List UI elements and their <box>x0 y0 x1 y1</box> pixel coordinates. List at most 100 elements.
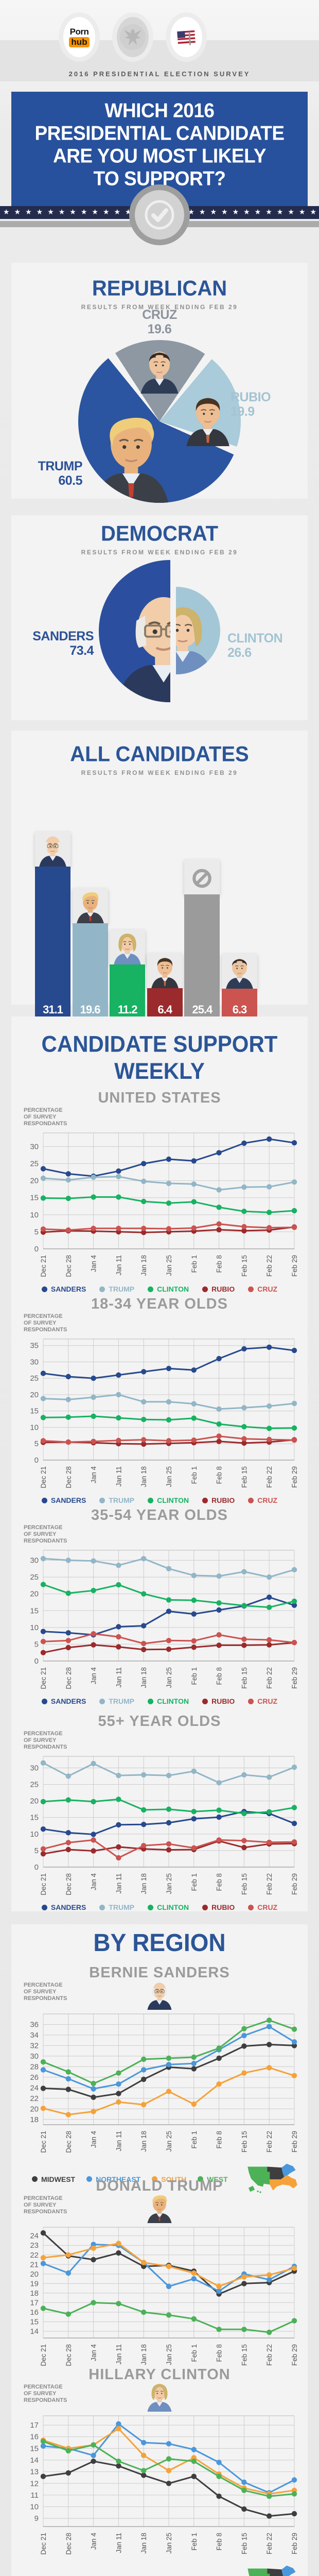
svg-text:20: 20 <box>30 1177 39 1185</box>
trump-portrait <box>141 2191 178 2223</box>
bar-value: 19.6 <box>80 1003 101 1016</box>
bar-value: 6.4 <box>157 1003 173 1016</box>
republican-pie-chart <box>78 340 241 503</box>
legend-item-clinton: CLINTON <box>148 1285 189 1293</box>
svg-text:Feb 29: Feb 29 <box>291 1873 298 1895</box>
svg-text:Feb 29: Feb 29 <box>291 2131 298 2153</box>
svg-text:Feb 29: Feb 29 <box>291 1466 298 1488</box>
trump-avatar <box>147 2195 172 2223</box>
cruz-avatar <box>140 351 179 394</box>
svg-text:25: 25 <box>30 1781 39 1789</box>
svg-text:Dec 21: Dec 21 <box>40 2131 47 2153</box>
main-title-line: PRESIDENTIAL CANDIDATE <box>34 122 285 144</box>
sanders-avatar <box>39 836 66 867</box>
svg-text:Jan 18: Jan 18 <box>140 1255 148 1276</box>
svg-text:Jan 18: Jan 18 <box>140 1466 148 1487</box>
svg-text:Feb 8: Feb 8 <box>216 1667 223 1685</box>
svg-text:Dec 28: Dec 28 <box>65 1466 73 1488</box>
legend-item-rubio: RUBIO <box>202 1496 235 1504</box>
legend-item-sanders: SANDERS <box>41 1697 86 1705</box>
bar-value: 25.4 <box>192 1003 212 1016</box>
svg-text:25: 25 <box>30 1160 39 1168</box>
svg-text:21: 21 <box>30 2260 39 2269</box>
svg-text:24: 24 <box>30 2083 39 2092</box>
svg-text:0: 0 <box>34 1863 39 1872</box>
svg-text:17: 17 <box>30 2298 39 2307</box>
bar-none <box>184 894 220 1020</box>
legend-item-northeast: NORTHEAST <box>86 2175 140 2183</box>
svg-text:Jan 11: Jan 11 <box>115 1255 122 1276</box>
rubio-slice-label: RUBIO 19.9 <box>231 390 271 419</box>
democrat-subtitle: RESULTS FROM WEEK ENDING FEB 29 <box>81 549 238 556</box>
stars-left: ★★★★★★★★★★★★★ <box>3 208 148 216</box>
svg-text:Feb 15: Feb 15 <box>240 1255 248 1277</box>
legend-item-south: SOUTH <box>152 2175 186 2183</box>
clinton-pie-slice <box>176 587 220 674</box>
svg-text:Feb 15: Feb 15 <box>240 1466 248 1488</box>
svg-text:Feb 1: Feb 1 <box>190 2131 198 2149</box>
svg-text:Jan 4: Jan 4 <box>90 2131 98 2148</box>
svg-text:30: 30 <box>30 2052 39 2061</box>
svg-text:Dec 28: Dec 28 <box>65 2131 73 2153</box>
sanders-avatar <box>116 597 170 702</box>
vote-check-badge <box>129 184 190 245</box>
us-flag-oval <box>166 12 207 62</box>
trump-avatar <box>94 417 169 503</box>
svg-text:Jan 25: Jan 25 <box>165 2344 173 2365</box>
svg-text:Dec 21: Dec 21 <box>40 2533 47 2555</box>
chart-55-plus: 55+ YEAR OLDS PERCENTAGE OF SURVEY RESPOND… <box>11 1713 308 1911</box>
republican-heading: REPUBLICAN <box>92 276 227 301</box>
svg-text:Jan 11: Jan 11 <box>115 1667 122 1688</box>
pornhub-logo-porn: Porn <box>69 26 89 37</box>
svg-text:19: 19 <box>30 2279 39 2288</box>
svg-text:Dec 28: Dec 28 <box>65 2533 73 2555</box>
clinton-avatar <box>176 607 212 674</box>
bar-trump <box>72 923 108 1020</box>
svg-text:Dec 21: Dec 21 <box>40 1255 47 1277</box>
svg-text:15: 15 <box>30 2444 39 2453</box>
y-axis-label: PERCENTAGE OF SURVEY RESPONDANTS <box>24 1731 67 1750</box>
svg-text:Dec 21: Dec 21 <box>40 1466 47 1488</box>
svg-text:16: 16 <box>30 2433 39 2442</box>
legend-item-west: WEST <box>198 2175 228 2183</box>
clinton-avatar <box>147 2384 172 2412</box>
check-icon <box>145 200 174 230</box>
svg-text:Feb 8: Feb 8 <box>216 1466 223 1484</box>
svg-text:Feb 1: Feb 1 <box>190 1255 198 1273</box>
svg-text:Jan 18: Jan 18 <box>140 2131 148 2152</box>
svg-text:17: 17 <box>30 2421 39 2430</box>
legend-item-sanders: SANDERS <box>41 1496 86 1504</box>
svg-text:Feb 22: Feb 22 <box>265 1873 273 1895</box>
svg-text:25: 25 <box>30 1374 39 1383</box>
svg-text:10: 10 <box>30 1423 39 1432</box>
svg-text:Feb 1: Feb 1 <box>190 1873 198 1891</box>
clinton-portrait <box>141 2380 178 2412</box>
candidate-legend: SANDERS TRUMP CLINTON RUBIO CRUZ <box>11 1903 308 1911</box>
sanders-slice-label: SANDERS 73.4 <box>32 629 94 658</box>
svg-text:Jan 25: Jan 25 <box>165 1667 173 1688</box>
legend-item-midwest: MIDWEST <box>32 2175 75 2183</box>
svg-text:Jan 11: Jan 11 <box>115 2131 122 2151</box>
svg-text:14: 14 <box>30 2456 39 2465</box>
trump-slice-label: TRUMP 60.5 <box>38 459 83 488</box>
svg-text:Feb 29: Feb 29 <box>291 2344 298 2366</box>
bar-rubio <box>147 988 183 1020</box>
legend-item-sanders: SANDERS <box>41 1903 86 1911</box>
svg-text:34: 34 <box>30 2031 39 2040</box>
legend-item-trump: TRUMP <box>99 1285 134 1293</box>
survey-label: 2016 PRESIDENTIAL ELECTION SURVEY <box>68 70 251 78</box>
sanders-avatar <box>147 1982 172 2010</box>
y-axis-label: PERCENTAGE OF SURVEY RESPONDANTS <box>24 2195 67 2215</box>
chart-title: 55+ YEAR OLDS <box>98 1713 221 1730</box>
sanders-portrait <box>141 1978 178 2010</box>
main-title-line: WHICH 2016 <box>104 99 215 122</box>
all-candidates-heading: ALL CANDIDATES <box>70 742 249 767</box>
legend-item-cruz: CRUZ <box>248 1903 277 1911</box>
y-axis-label: PERCENTAGE OF SURVEY RESPONDANTS <box>24 2384 67 2403</box>
svg-text:Feb 22: Feb 22 <box>265 1255 273 1277</box>
svg-text:Feb 29: Feb 29 <box>291 2533 298 2554</box>
legend-item-clinton: CLINTON <box>148 1496 189 1504</box>
svg-text:Jan 4: Jan 4 <box>90 1873 98 1891</box>
svg-text:5: 5 <box>34 1228 39 1236</box>
